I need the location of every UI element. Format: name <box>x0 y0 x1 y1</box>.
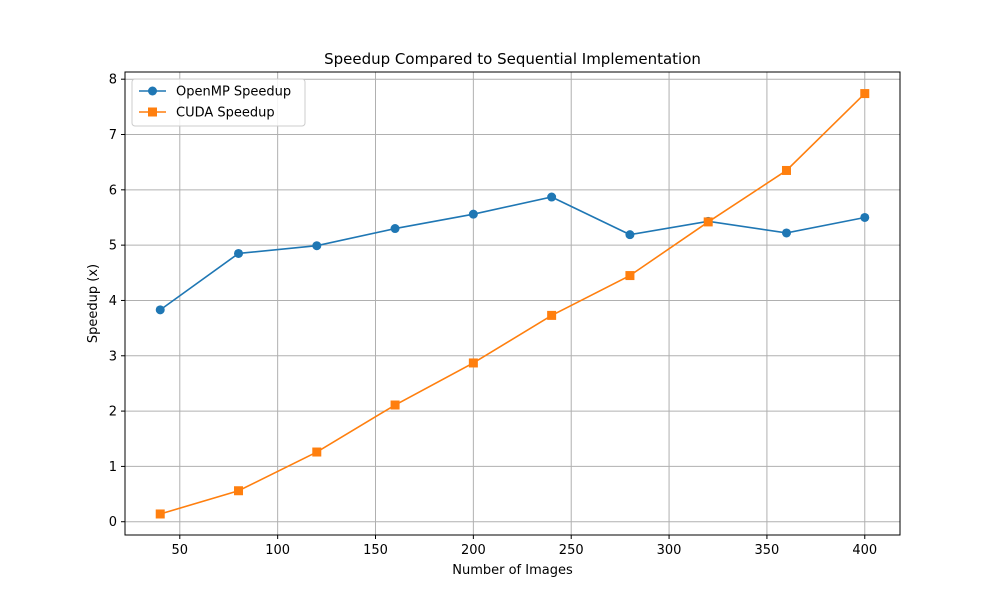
legend-box <box>131 78 306 127</box>
series-0 <box>155 192 870 315</box>
ticks-layer: 50 100 150 200 250 300 350 400 0 1 2 3 4 5 6 7 8 <box>109 73 877 558</box>
data-point-circle <box>312 241 322 251</box>
series-layer <box>155 89 870 519</box>
plot-frame <box>124 71 901 536</box>
data-point-square <box>625 271 635 281</box>
y-tick-label: 6 <box>109 183 117 198</box>
y-tick-label: 4 <box>109 294 117 309</box>
legend-label: CUDA Speedup <box>176 106 275 121</box>
y-axis-label: Speedup (x) <box>86 264 101 343</box>
y-tick-label: 0 <box>109 515 117 530</box>
legend: OpenMP Speedup CUDA Speedup <box>131 78 306 127</box>
y-tick-label: 8 <box>109 73 117 88</box>
data-point-circle <box>390 224 400 234</box>
data-point-square <box>312 447 322 457</box>
data-point-square <box>390 400 400 410</box>
data-point-circle <box>781 228 791 238</box>
data-point-square <box>703 217 713 227</box>
x-tick-label: 250 <box>559 543 584 558</box>
y-tick-label: 3 <box>109 349 117 364</box>
series-1 <box>155 89 870 519</box>
data-point-circle <box>234 248 244 258</box>
x-tick-label: 400 <box>852 543 877 558</box>
data-point-circle <box>547 192 557 202</box>
data-point-square <box>234 486 244 496</box>
x-axis-label: Number of Images <box>452 563 573 578</box>
series-line <box>159 196 865 311</box>
x-tick-label: 300 <box>657 543 682 558</box>
data-point-circle <box>625 230 635 240</box>
x-tick-label: 200 <box>461 543 486 558</box>
legend-item: CUDA Speedup <box>139 106 275 121</box>
x-tick-label: 150 <box>363 543 388 558</box>
data-point-circle <box>468 209 478 219</box>
y-tick-label: 2 <box>109 405 117 420</box>
legend-item: OpenMP Speedup <box>139 85 291 100</box>
data-point-circle <box>155 305 165 315</box>
legend-marker-square <box>148 107 157 117</box>
chart-title: Speedup Compared to Sequential Implement… <box>324 50 701 68</box>
x-tick-label: 100 <box>265 543 290 558</box>
x-tick-label: 350 <box>755 543 780 558</box>
x-tick-label: 50 <box>172 543 189 558</box>
legend-marker-circle <box>148 86 157 96</box>
data-point-square <box>155 509 165 519</box>
y-tick-label: 7 <box>109 128 117 143</box>
y-tick-label: 5 <box>109 239 117 254</box>
data-point-square <box>547 310 557 320</box>
series-line <box>160 92 866 515</box>
grid-layer <box>125 72 900 535</box>
data-point-square <box>860 89 870 99</box>
data-point-square <box>468 358 478 368</box>
data-point-circle <box>860 212 870 222</box>
data-point-square <box>781 165 791 175</box>
legend-label: OpenMP Speedup <box>176 85 291 100</box>
y-tick-label: 1 <box>109 460 117 475</box>
